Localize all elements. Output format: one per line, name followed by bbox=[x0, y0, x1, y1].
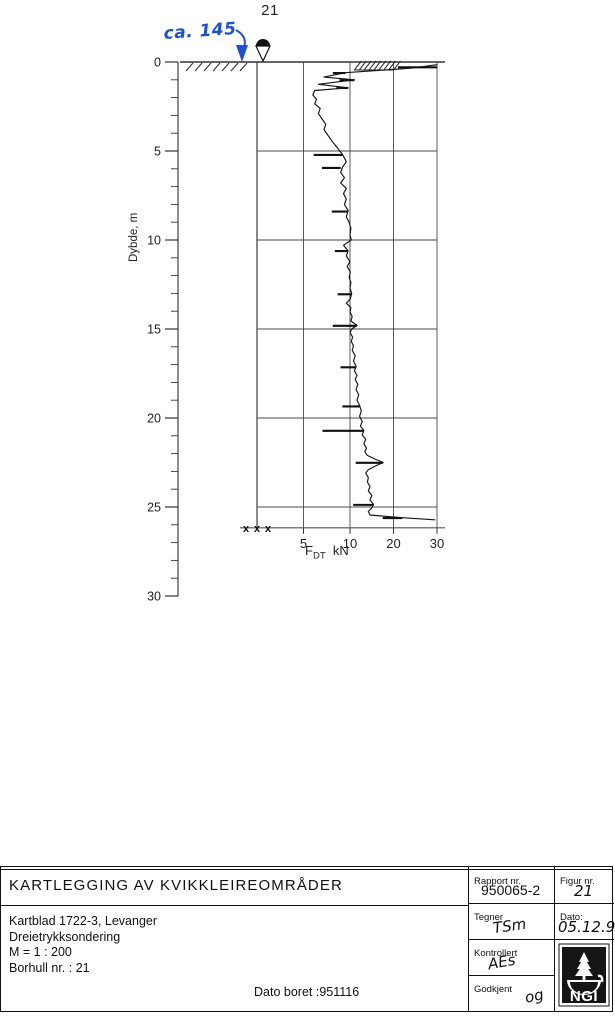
date-value: 05.12.95 bbox=[558, 918, 615, 936]
project-line-borehole: Borhull nr. : 21 bbox=[9, 960, 90, 975]
report-number-value: 950065-2 bbox=[481, 882, 541, 898]
svg-text:5: 5 bbox=[154, 145, 161, 159]
svg-text:10: 10 bbox=[147, 234, 161, 248]
x-axis-title: FDT kN bbox=[305, 543, 349, 562]
x-tick-labels: 5 10 20 30 bbox=[300, 536, 444, 551]
borehole-symbol-icon bbox=[255, 39, 271, 63]
svg-text:30: 30 bbox=[147, 590, 161, 604]
svg-text:x: x bbox=[254, 523, 261, 535]
project-line-scale: M = 1 : 200 bbox=[9, 945, 72, 959]
svg-text:x: x bbox=[265, 523, 272, 535]
svg-text:10: 10 bbox=[343, 536, 357, 551]
ngi-logo-graphic: NGI bbox=[558, 943, 610, 1007]
figure-number-key: Figur nr. bbox=[560, 876, 595, 887]
svg-text:20: 20 bbox=[147, 412, 161, 426]
svg-text:x: x bbox=[243, 523, 250, 535]
sounding-chart: 21 ca. 145 Dybde, m FDT kN 0 5 10 15 20 25 30 … bbox=[128, 2, 445, 604]
title-block-col-divider-2b bbox=[554, 903, 555, 939]
drill-date: Dato boret :951116 bbox=[254, 985, 360, 999]
y-tick-labels: 0 5 10 15 20 25 30 bbox=[147, 56, 161, 604]
svg-text:0: 0 bbox=[154, 56, 161, 70]
groundwater-arrow-icon bbox=[235, 29, 248, 62]
title-block: KARTLEGGING AV KVIKKLEIREOMRÅDER Kartbla… bbox=[0, 866, 615, 1012]
report-number-key: Rapport nr. bbox=[474, 876, 521, 887]
ground-surface bbox=[180, 61, 445, 72]
svg-text:5: 5 bbox=[300, 536, 307, 551]
page-title: 21 bbox=[261, 2, 279, 19]
drawn-by-signature: TSm bbox=[491, 914, 528, 938]
title-block-col-divider-2a bbox=[554, 867, 555, 903]
svg-text:30: 30 bbox=[430, 536, 444, 551]
checked-by-key: Kontrollert bbox=[474, 948, 518, 959]
project-info: Kartblad 1722-3, Levanger Dreietrykksond… bbox=[9, 914, 157, 976]
svg-text:20: 20 bbox=[386, 536, 400, 551]
axis-ticks bbox=[165, 61, 445, 597]
ngi-logo-text: NGI bbox=[570, 988, 598, 1005]
date-key: Dato: bbox=[560, 912, 583, 923]
half-rotation-marks bbox=[313, 66, 437, 520]
svg-text:25: 25 bbox=[147, 501, 161, 515]
approved-by-key: Godkjent bbox=[474, 984, 513, 995]
approved-by-signature: og bbox=[523, 985, 546, 1007]
title-divider bbox=[1, 905, 468, 906]
checked-by-signature: AEs bbox=[486, 950, 517, 974]
figure-number-value: 21 bbox=[574, 882, 594, 900]
title-block-inner-top-rule bbox=[1, 869, 612, 870]
project-line-method: Dreietrykksondering bbox=[9, 929, 121, 944]
svg-text:15: 15 bbox=[147, 323, 161, 337]
sounding-curve bbox=[312, 64, 438, 521]
ngi-logo: NGI bbox=[558, 943, 610, 1007]
title-block-col-divider-2c bbox=[554, 939, 555, 1011]
tb-row-rule-1 bbox=[468, 903, 614, 904]
drawn-by-key: Tegner bbox=[474, 912, 504, 923]
document-title: KARTLEGGING AV KVIKKLEIREOMRÅDER bbox=[9, 877, 343, 894]
tb-row-rule-3 bbox=[468, 975, 554, 976]
project-line-mapsheet: Kartblad 1722-3, Levanger bbox=[9, 914, 158, 928]
tb-row-rule-2 bbox=[468, 939, 614, 940]
